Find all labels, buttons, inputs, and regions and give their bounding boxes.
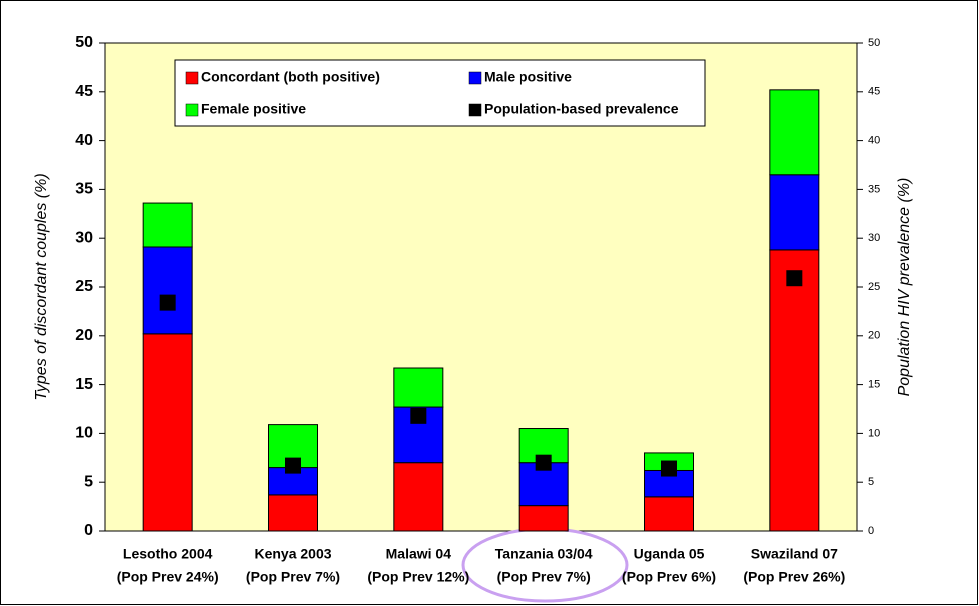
x-tick-label: Tanzania 03/04 (495, 546, 593, 562)
y-axis-title: Types of discordant couples (%) (33, 173, 50, 400)
x-tick-label: Uganda 05 (634, 546, 705, 562)
legend-swatch (468, 103, 482, 117)
legend-swatch (185, 103, 199, 117)
y2-tick-label: 5 (868, 476, 874, 488)
bar-segment (769, 174, 820, 251)
y-tick-label: 40 (75, 132, 93, 149)
bar-segment (769, 249, 820, 532)
y2-tick-label: 25 (868, 281, 880, 293)
x-tick-label: Swaziland 07 (751, 546, 838, 562)
x-tick-label: (Pop Prev 24%) (117, 569, 219, 585)
marker (786, 270, 803, 287)
bar-segment (769, 89, 820, 176)
x-tick-label: (Pop Prev 12%) (367, 569, 469, 585)
marker (285, 457, 301, 474)
legend-label: Male positive (484, 69, 572, 85)
y-tick-label: 5 (84, 473, 93, 490)
x-tick-label: (Pop Prev 6%) (622, 569, 716, 585)
bar-segment (142, 202, 193, 248)
bar-segment (393, 462, 444, 532)
bar-segment (268, 494, 318, 532)
y2-tick-label: 50 (868, 37, 880, 49)
legend-swatch (468, 71, 482, 85)
y2-tick-label: 30 (868, 232, 880, 244)
marker (410, 407, 427, 424)
bar-segment (518, 505, 569, 532)
y2-tick-label: 45 (868, 86, 880, 98)
y2-tick-label: 10 (868, 427, 880, 439)
y-tick-label: 15 (75, 376, 93, 393)
y-tick-label: 50 (75, 34, 93, 51)
legend-label: Female positive (201, 101, 306, 117)
y2-tick-label: 35 (868, 183, 880, 195)
legend-label: Population-based prevalence (484, 101, 679, 117)
y-tick-label: 30 (75, 229, 93, 246)
bar-segment (142, 333, 193, 532)
x-tick-label: Malawi 04 (386, 546, 452, 562)
x-tick-label: Lesotho 2004 (123, 546, 213, 562)
y-tick-label: 20 (75, 327, 93, 344)
legend (174, 59, 706, 127)
bar-segment (393, 367, 444, 408)
bar-segment (142, 246, 193, 335)
marker (661, 460, 677, 477)
bar-segment (644, 496, 694, 532)
y-tick-label: 35 (75, 181, 93, 198)
legend-label: Concordant (both positive) (201, 69, 380, 85)
y-tick-label: 0 (84, 522, 93, 539)
y-tick-label: 25 (75, 278, 93, 295)
x-tick-label: (Pop Prev 7%) (497, 569, 591, 585)
y-tick-label: 10 (75, 425, 93, 442)
y2-tick-label: 40 (868, 135, 880, 147)
y2-axis-title: Population HIV prevalence (%) (896, 178, 913, 397)
y-tick-label: 45 (75, 83, 93, 100)
x-tick-label: (Pop Prev 26%) (743, 569, 845, 585)
y2-tick-label: 20 (868, 330, 880, 342)
y2-tick-label: 15 (868, 379, 880, 391)
x-tick-label: Kenya 2003 (254, 546, 331, 562)
marker (159, 294, 176, 311)
legend-swatch (185, 71, 199, 85)
marker (535, 454, 552, 471)
y2-tick-label: 0 (868, 525, 874, 537)
x-tick-label: (Pop Prev 7%) (246, 569, 340, 585)
